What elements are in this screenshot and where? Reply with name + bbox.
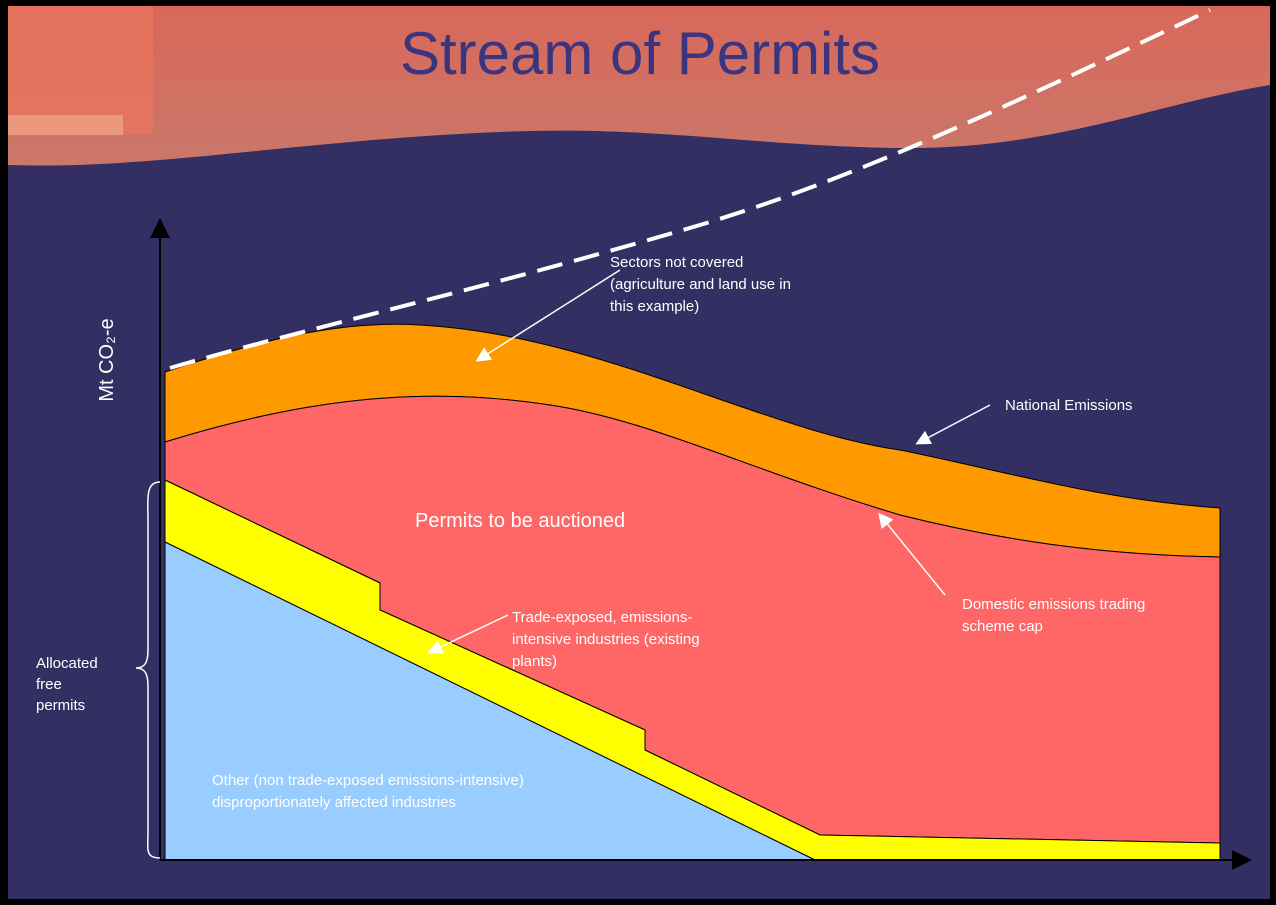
auctioned-area <box>164 395 1221 844</box>
arrow <box>878 512 946 596</box>
annotation: permits <box>36 697 85 714</box>
arrow <box>915 404 991 445</box>
annotation: disproportionately affected industries <box>212 794 456 811</box>
annotation: National Emissions <box>1005 397 1133 414</box>
title: Stream of Permits <box>400 20 880 87</box>
brace <box>135 481 161 859</box>
annotation: Allocated <box>36 655 98 672</box>
annotation: Sectors not covered <box>610 254 743 271</box>
annotation: free <box>36 676 62 693</box>
annotation: plants) <box>512 653 557 670</box>
arrow <box>427 614 509 654</box>
annotation: Permits to be auctioned <box>415 510 625 532</box>
annotation: scheme cap <box>962 618 1043 635</box>
header-square <box>8 115 123 135</box>
y-axis-label: Mt CO₂-e <box>96 318 118 401</box>
annotation: Trade-exposed, emissions- <box>512 609 692 626</box>
annotation: Other (non trade-exposed emissions-inten… <box>212 772 524 789</box>
dashed-line <box>169 8 1211 370</box>
arrow <box>475 269 621 362</box>
annotation: this example) <box>610 298 699 315</box>
annotation: (agriculture and land use in <box>610 276 791 293</box>
annotation: Domestic emissions trading <box>962 596 1145 613</box>
header-square <box>8 6 153 134</box>
annotation: intensive industries (existing <box>512 631 700 648</box>
header-band <box>8 6 1270 166</box>
